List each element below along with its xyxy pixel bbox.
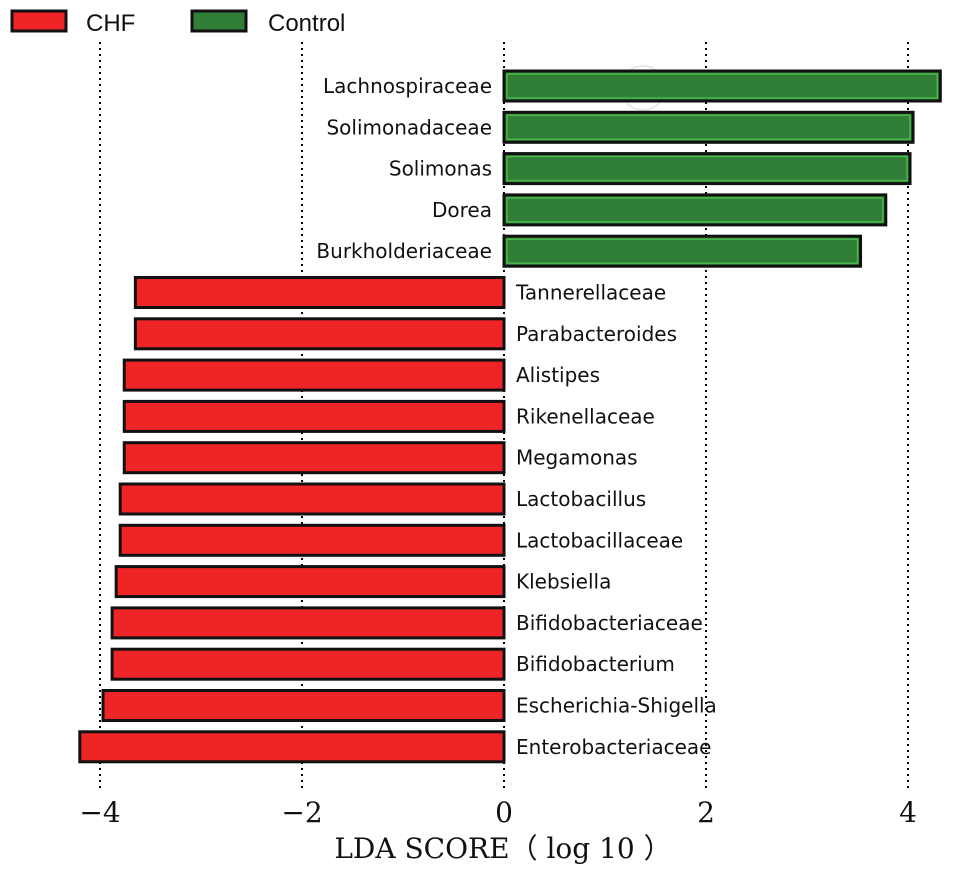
category-label: Bifidobacterium [516,652,675,676]
category-label: Dorea [432,198,492,222]
bar-inner-border [506,73,939,99]
bar-megamonas [122,441,506,475]
category-label: Enterobacteriaceae [516,735,711,759]
category-label: Parabacteroides [516,322,677,346]
bar-inner-border [506,238,859,264]
x-tick-label: −4 [79,796,120,829]
bar-tannerellaceae [133,276,506,309]
legend-label-control: Control [268,10,345,37]
legend-swatch-chf [10,9,68,33]
bar-lactobacillus [118,482,506,516]
category-label: Lactobacillaceae [516,528,683,552]
category-label: Klebsiella [516,570,611,594]
category-label: Solimonas [389,157,492,181]
bar-dorea [502,193,888,227]
bar-alistipes [122,358,506,392]
category-label: Rikenellaceae [516,404,655,428]
bar-lactobacillaceae [118,523,506,557]
legend-swatch-control [190,9,248,33]
category-label: Lactobacillus [516,487,646,511]
category-label: Megamonas [516,446,638,470]
legend: CHF Control [10,9,345,37]
bar-inner-border [506,114,911,141]
bar-solimonas [502,152,912,186]
category-label: Burkholderiaceae [316,239,492,263]
bar-burkholderiaceae [502,234,863,268]
category-label: Alistipes [516,363,600,387]
category-label: Solimonadaceae [326,115,492,139]
category-label: Bifidobacteriaceae [516,611,703,635]
bar-parabacteroides [133,317,506,351]
bar-klebsiella [114,565,506,599]
bar-solimonadaceae [502,110,915,144]
bar-enterobacteriaceae [78,730,506,764]
bar-lachnospiraceae [502,69,942,103]
bar-inner-border [506,155,908,182]
category-label: Escherichia-Shigella [516,694,717,718]
legend-label-chf: CHF [86,10,135,37]
category-labels: Lachnospiraceae Solimonadaceae Solimonas Do… [316,74,716,759]
x-tick-label: 0 [495,796,513,829]
bar-inner-border [506,197,884,223]
bar-escherichia-shigella [101,689,506,722]
x-tick-label: 2 [697,796,715,829]
x-tick-label: −2 [281,796,322,829]
bars-group [78,69,942,764]
category-label: Lachnospiraceae [323,74,492,98]
bar-bifidobacterium [110,647,506,681]
bar-bifidobacteriaceae [110,606,506,640]
x-axis-ticks: −4 −2 0 2 4 [79,796,917,829]
x-tick-label: 4 [899,796,917,829]
bar-rikenellaceae [122,399,506,433]
x-axis-title: LDA SCORE（ log 10 ） [334,832,671,865]
category-label: Tannerellaceae [515,281,666,305]
